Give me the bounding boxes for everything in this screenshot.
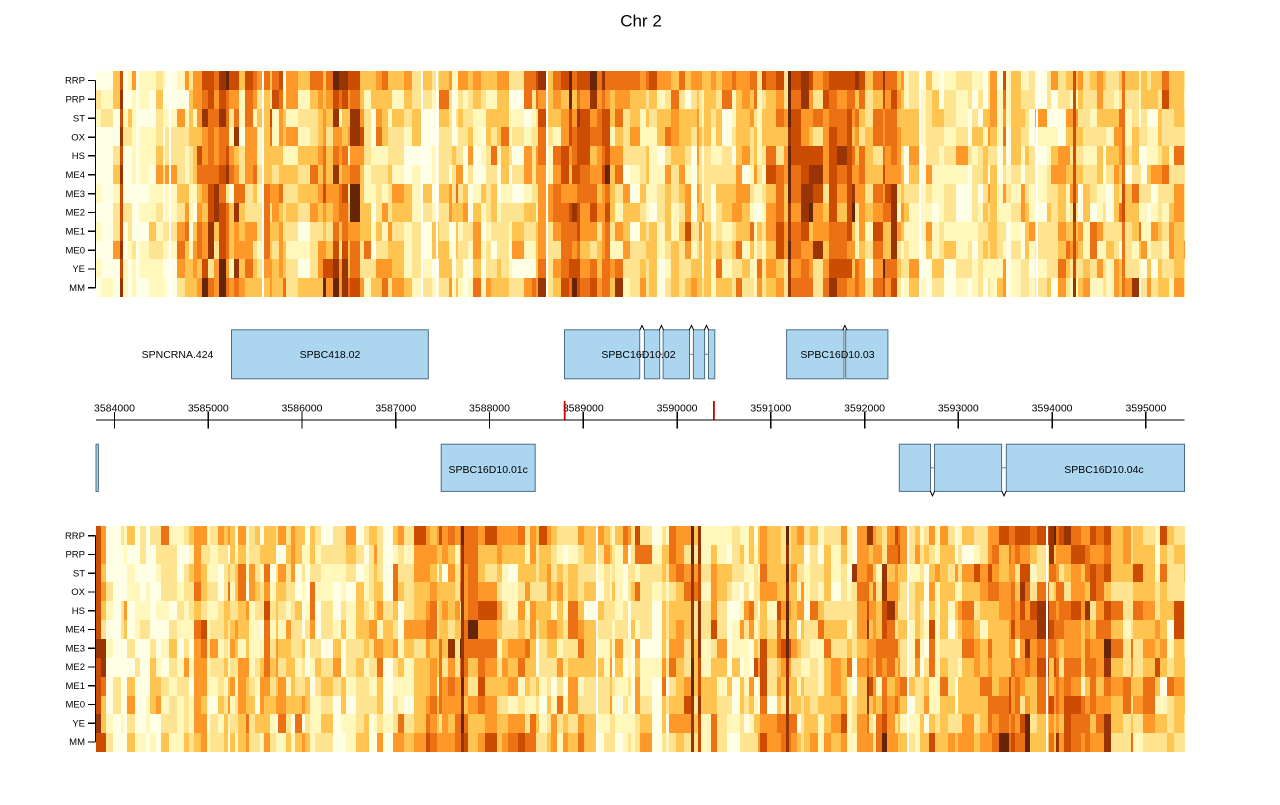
svg-text:3592000: 3592000 (844, 403, 885, 415)
svg-text:ME1: ME1 (65, 227, 85, 238)
svg-text:OX: OX (71, 587, 85, 598)
svg-text:ST: ST (73, 568, 85, 579)
svg-text:SPBC16D10.01c: SPBC16D10.01c (449, 464, 528, 476)
svg-text:SPBC16D10.03: SPBC16D10.03 (800, 349, 874, 361)
svg-text:3595000: 3595000 (1125, 403, 1166, 415)
svg-text:OX: OX (71, 132, 85, 143)
svg-text:ME3: ME3 (65, 643, 85, 654)
svg-text:3594000: 3594000 (1032, 403, 1073, 415)
svg-text:ME1: ME1 (65, 681, 85, 692)
svg-text:MM: MM (69, 283, 85, 294)
svg-text:HS: HS (72, 151, 85, 162)
svg-text:3584000: 3584000 (94, 403, 135, 415)
svg-text:ME0: ME0 (65, 245, 85, 256)
svg-text:SPBC16D10.02: SPBC16D10.02 (601, 349, 675, 361)
svg-text:3587000: 3587000 (375, 403, 416, 415)
svg-text:ME3: ME3 (65, 189, 85, 200)
svg-text:3591000: 3591000 (750, 403, 791, 415)
svg-text:3585000: 3585000 (188, 403, 229, 415)
svg-text:ME2: ME2 (65, 208, 85, 219)
svg-text:MM: MM (69, 737, 85, 748)
svg-text:ME4: ME4 (65, 625, 85, 636)
svg-text:3593000: 3593000 (938, 403, 979, 415)
svg-text:SPNCRNA.424: SPNCRNA.424 (142, 349, 214, 361)
svg-text:3589000: 3589000 (563, 403, 604, 415)
svg-text:RRP: RRP (65, 76, 85, 87)
svg-text:YE: YE (72, 264, 85, 275)
svg-text:PRP: PRP (65, 95, 85, 106)
svg-text:SPBC16D10.04c: SPBC16D10.04c (1064, 464, 1143, 476)
svg-text:ME4: ME4 (65, 170, 85, 181)
svg-text:Chr 2: Chr 2 (620, 12, 662, 31)
svg-text:ME2: ME2 (65, 662, 85, 673)
svg-text:HS: HS (72, 606, 85, 617)
svg-text:SPBC418.02: SPBC418.02 (300, 349, 361, 361)
svg-text:PRP: PRP (65, 550, 85, 561)
svg-text:3588000: 3588000 (469, 403, 510, 415)
svg-text:3590000: 3590000 (657, 403, 698, 415)
svg-text:RRP: RRP (65, 531, 85, 542)
svg-text:ME0: ME0 (65, 700, 85, 711)
svg-text:3586000: 3586000 (282, 403, 323, 415)
svg-text:ST: ST (73, 113, 85, 124)
svg-text:YE: YE (72, 718, 85, 729)
